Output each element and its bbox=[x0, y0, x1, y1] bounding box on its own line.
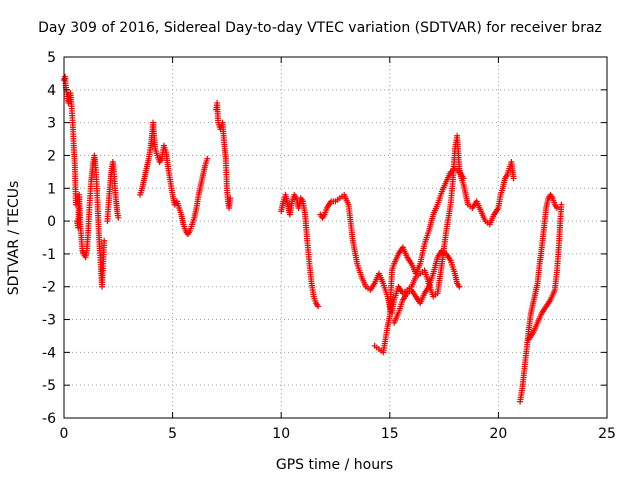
data-point bbox=[558, 201, 565, 208]
y-tick-label: 2 bbox=[47, 148, 56, 164]
x-tick-label: 25 bbox=[598, 426, 616, 442]
data-point bbox=[510, 175, 517, 182]
y-tick-label: -4 bbox=[42, 345, 56, 361]
x-tick-label: 15 bbox=[381, 426, 399, 442]
y-tick-label: 4 bbox=[47, 83, 56, 99]
axis-ticks: 0 5 10 15 20 25 -6 -5 -4 -3 -2 -1 0 1 2 3 4 5 bbox=[42, 50, 616, 442]
data-point bbox=[227, 195, 234, 202]
y-tick-label: 0 bbox=[47, 214, 56, 230]
y-tick-label: -6 bbox=[42, 411, 56, 427]
data-point bbox=[115, 214, 122, 221]
y-tick-label: -5 bbox=[42, 378, 56, 394]
data-point bbox=[101, 237, 108, 244]
data-point bbox=[72, 201, 79, 208]
y-tick-label: -1 bbox=[42, 247, 56, 263]
data-points bbox=[61, 73, 565, 405]
data-point bbox=[315, 303, 322, 310]
y-axis-label: SDTVAR / TECUs bbox=[6, 180, 22, 296]
y-tick-label: 1 bbox=[47, 181, 56, 197]
x-tick-label: 10 bbox=[272, 426, 290, 442]
chart-title: Day 309 of 2016, Sidereal Day-to-day VTE… bbox=[38, 20, 602, 36]
y-tick-label: -3 bbox=[42, 313, 56, 329]
x-tick-label: 0 bbox=[60, 426, 69, 442]
data-point bbox=[460, 175, 467, 182]
x-tick-label: 5 bbox=[168, 426, 177, 442]
data-point bbox=[456, 283, 463, 290]
y-tick-label: 3 bbox=[47, 116, 56, 132]
grid-lines bbox=[64, 57, 607, 418]
x-axis-label: GPS time / hours bbox=[275, 457, 394, 473]
plot-frame bbox=[63, 56, 608, 419]
y-tick-label: 5 bbox=[47, 50, 56, 66]
y-tick-label: -2 bbox=[42, 280, 56, 296]
data-point bbox=[554, 204, 561, 211]
x-tick-label: 20 bbox=[489, 426, 507, 442]
data-point bbox=[204, 155, 211, 162]
